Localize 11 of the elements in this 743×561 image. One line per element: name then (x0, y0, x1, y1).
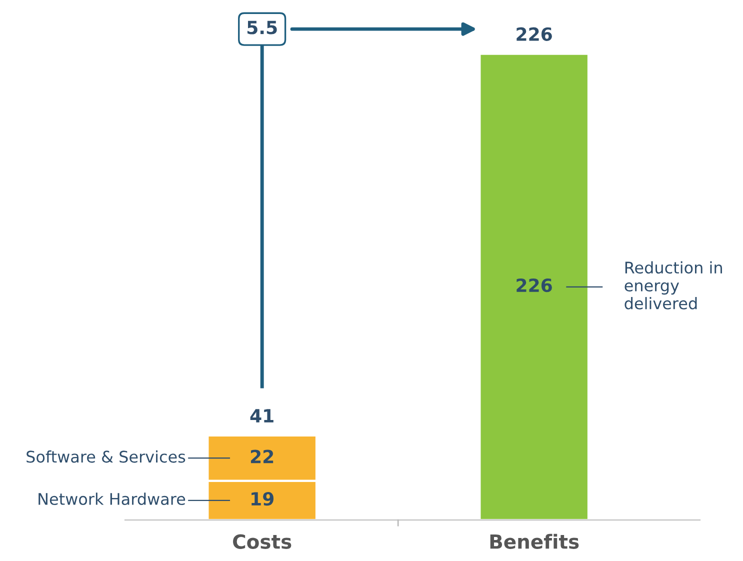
series-label: Software & Services (26, 450, 186, 463)
text: 5.5 (247, 20, 277, 34)
total-label: 41 (250, 409, 274, 422)
x-tick-label: Costs (233, 534, 292, 549)
x-tick-label: Benefits (490, 534, 579, 549)
text: Reduction in energy delivered (624, 261, 722, 310)
data-label: 19 (252, 492, 274, 506)
series-label: Network Hardware (38, 492, 186, 506)
data-label: 22 (250, 450, 274, 464)
total-label: 226 (516, 27, 552, 41)
data-label: 226 (516, 278, 552, 292)
